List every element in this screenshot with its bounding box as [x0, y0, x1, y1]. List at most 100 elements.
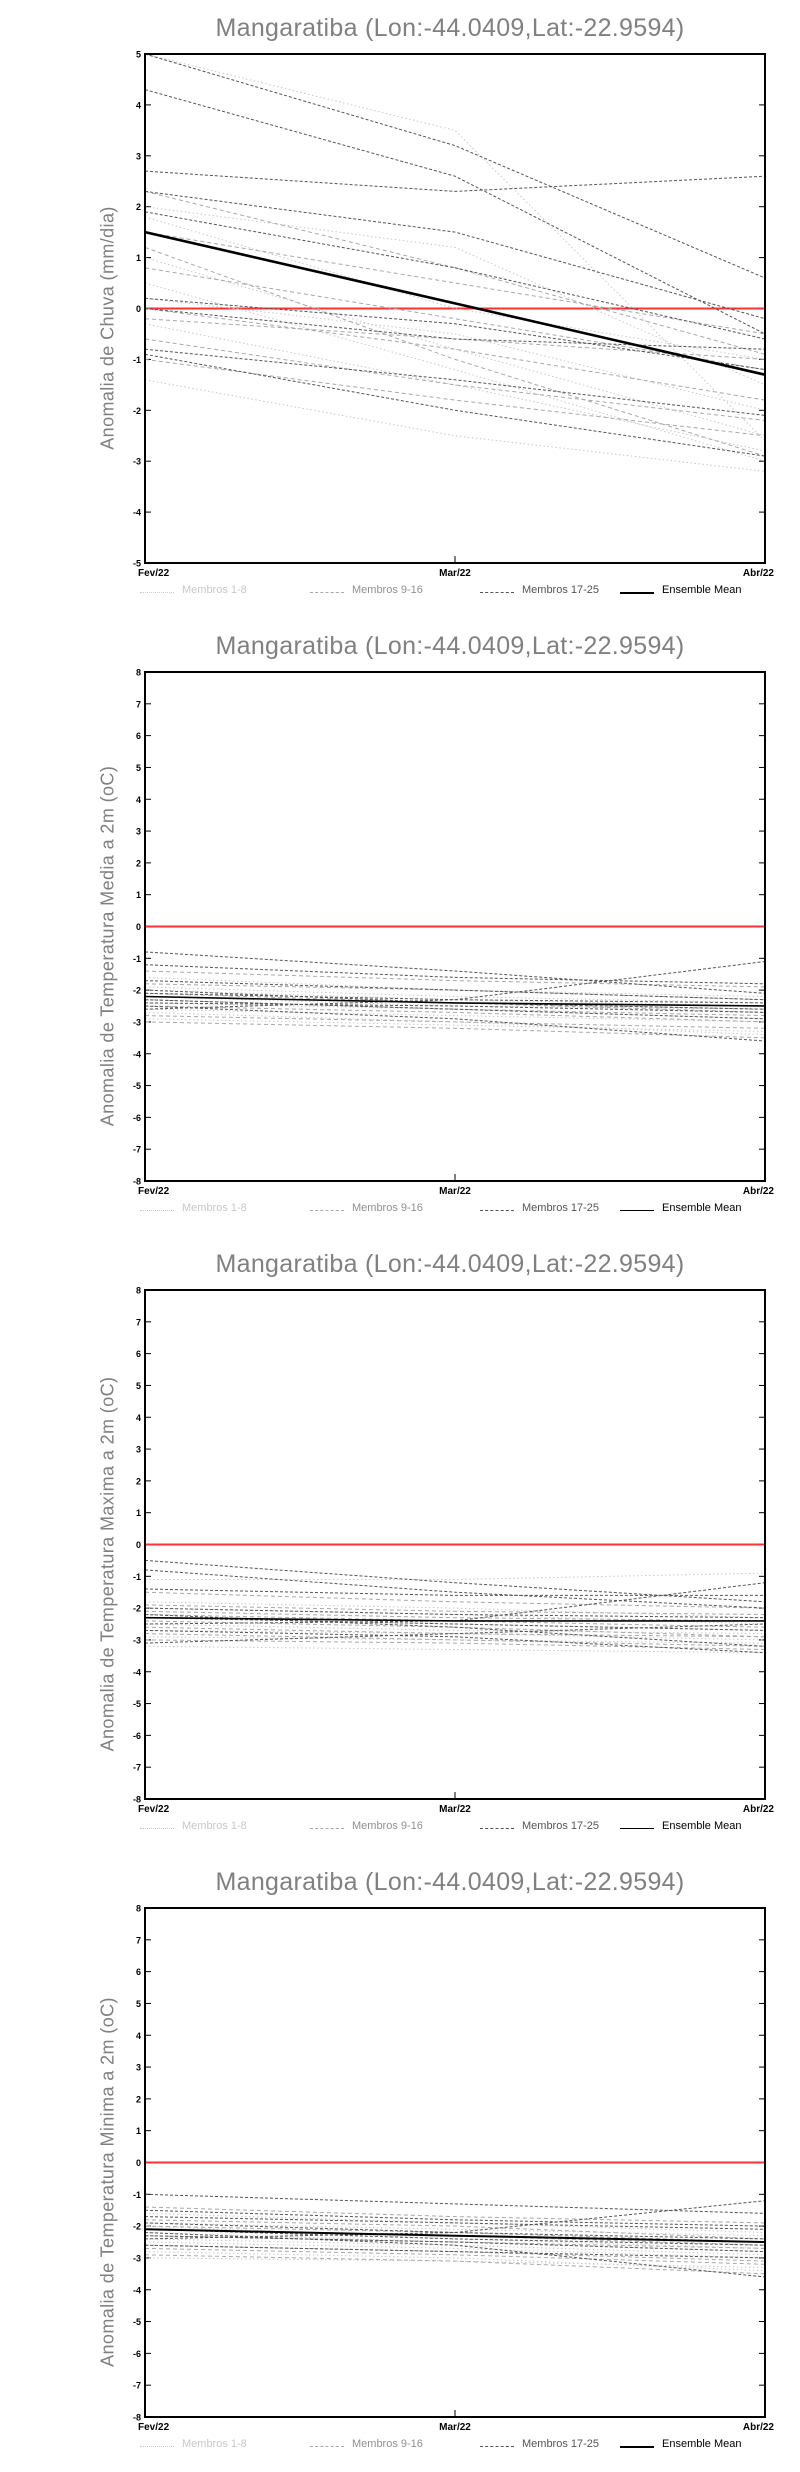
- y-tick-label: 1: [136, 890, 141, 900]
- member-series-line: [144, 1614, 766, 1647]
- ensemble-mean-line: [144, 1616, 765, 1622]
- member-series-line: [144, 1011, 766, 1036]
- temp-minima-chart: -8 -7 -6 -5 -4 -3 -2 -1 0 1 2 3 4 5 6 7 8 Fev/22 Mar/22 Abr…: [133, 1904, 774, 2434]
- member-series-line: [144, 190, 766, 355]
- x-tick-label: Fev/22: [138, 1804, 170, 1815]
- member-series-line: [144, 2238, 766, 2256]
- y-tick-label: 1: [136, 253, 141, 263]
- member-series-line: [144, 951, 766, 994]
- temp-media-chart: -8 -7 -6 -5 -4 -3 -2 -1 0 1 2 3 4 5 6 7 8 Fev/22 Mar/22 Abr…: [133, 668, 774, 1198]
- member-series-line: [144, 2216, 766, 2230]
- chart-title: Mangaratiba (Lon:-44.0409,Lat:-22.9594): [215, 1250, 685, 1278]
- y-tick-label: -2: [133, 986, 141, 996]
- legend: Membros 1-8 Membros 9-16 Membros 17-25 E…: [140, 2436, 780, 2458]
- legend-label: Ensemble Mean: [662, 1820, 742, 1832]
- y-tick-label: 1: [136, 1508, 141, 1518]
- member-series-line: [144, 2228, 766, 2246]
- y-tick-label: 3: [136, 151, 141, 161]
- chuva-chart: -5 -4 -3 -2 -1 0 1 2 3 4 5 Fev/22 Mar/22 Abr/22: [133, 50, 774, 580]
- legend-swatch: [620, 1210, 654, 1211]
- y-tick-label: 2: [136, 858, 141, 868]
- member-series-line: [144, 1645, 766, 1654]
- legend-label: Membros 9-16: [352, 1202, 423, 1214]
- member-series-line: [144, 353, 766, 457]
- member-series-line: [144, 1008, 766, 1023]
- y-tick-label: -2: [133, 2222, 141, 2232]
- y-tick-label: -4: [133, 2285, 141, 2295]
- y-tick-label: -6: [133, 1731, 141, 1741]
- y-tick-label: -8: [133, 1795, 141, 1805]
- y-tick-label: -2: [133, 406, 141, 416]
- x-tick-label: Mar/22: [439, 1804, 471, 1815]
- member-series-line: [144, 1629, 766, 1641]
- y-tick-label: 8: [136, 668, 141, 678]
- member-series-line: [144, 89, 766, 335]
- y-tick-label: -1: [133, 954, 141, 964]
- y-tick-label: 2: [136, 202, 141, 212]
- member-series-line: [144, 976, 766, 997]
- y-tick-label: -1: [133, 1572, 141, 1582]
- member-series-line: [144, 308, 766, 350]
- y-tick-label: 6: [136, 731, 141, 741]
- member-series-line: [144, 1623, 766, 1644]
- member-series-line: [144, 996, 766, 1010]
- y-tick-label: -4: [133, 1049, 141, 1059]
- y-tick-label: -1: [133, 2190, 141, 2200]
- legend-label: Ensemble Mean: [662, 1202, 742, 1214]
- legend-swatch: [480, 1828, 514, 1829]
- chuva-chart-panel: -5 -4 -3 -2 -1 0 1 2 3 4 5 Fev/22 Mar/22 Abr/22 Manga…: [0, 0, 800, 618]
- y-tick-label: -7: [133, 1763, 141, 1773]
- y-tick-label: -8: [133, 1177, 141, 1187]
- y-tick-label: 3: [136, 2063, 141, 2073]
- member-series-line: [144, 1610, 766, 1622]
- member-series-line: [144, 1617, 766, 1631]
- legend-swatch: [140, 592, 174, 593]
- member-series-line: [144, 379, 766, 472]
- member-series-line: [144, 2222, 766, 2240]
- y-tick-label: 6: [136, 1349, 141, 1359]
- legend-label: Membros 1-8: [182, 1820, 247, 1832]
- legend-label: Membros 17-25: [522, 584, 600, 596]
- legend-swatch: [480, 1210, 514, 1211]
- ensemble-mean-line: [144, 995, 766, 1007]
- y-tick-label: 4: [136, 795, 141, 805]
- legend: Membros 1-8 Membros 9-16 Membros 17-25 E…: [140, 582, 780, 604]
- member-series-line: [144, 2247, 766, 2265]
- legend-label: Membros 9-16: [352, 584, 423, 596]
- legend-label: Membros 17-25: [522, 1820, 600, 1832]
- y-tick-label: -6: [133, 1113, 141, 1123]
- member-series-line: [144, 989, 766, 1007]
- legend-swatch: [620, 592, 654, 594]
- member-series-line: [144, 2232, 766, 2278]
- y-tick-label: 5: [136, 1999, 141, 2009]
- member-series-line: [144, 1018, 766, 1032]
- member-series-line: [144, 257, 766, 437]
- ensemble-mean-line: [144, 2228, 766, 2243]
- member-series-line: [144, 190, 766, 320]
- legend-swatch: [310, 1210, 344, 1211]
- x-tick-label: Mar/22: [439, 2422, 471, 2433]
- y-axis-label: Anomalia de Chuva (mm/dia): [97, 206, 118, 450]
- member-series-line: [144, 2222, 766, 2237]
- member-series-line: [144, 211, 766, 340]
- legend-label: Membros 1-8: [182, 1202, 247, 1214]
- member-series-line: [144, 2193, 766, 2214]
- plot-frame: [144, 1289, 766, 1800]
- member-series-line: [144, 2209, 766, 2227]
- y-tick-label: 6: [136, 1967, 141, 1977]
- y-tick-label: 3: [136, 1445, 141, 1455]
- member-series-line: [144, 1623, 766, 1635]
- y-tick-label: 2: [136, 2094, 141, 2104]
- x-tick-label: Fev/22: [138, 1186, 170, 1197]
- y-tick-label: 5: [136, 50, 141, 60]
- y-tick-label: 5: [136, 1381, 141, 1391]
- legend-label: Membros 1-8: [182, 2438, 247, 2450]
- member-series-line: [144, 1629, 766, 1654]
- y-axis-label: Anomalia de Temperatura Minima a 2m (oC): [97, 1997, 118, 2367]
- legend-swatch: [480, 592, 514, 593]
- y-tick-label: 4: [136, 1413, 141, 1423]
- member-series-line: [144, 2235, 766, 2253]
- member-series-line: [144, 1633, 766, 1647]
- y-tick-label: 7: [136, 1317, 141, 1327]
- legend: Membros 1-8 Membros 9-16 Membros 17-25 E…: [140, 1818, 780, 1840]
